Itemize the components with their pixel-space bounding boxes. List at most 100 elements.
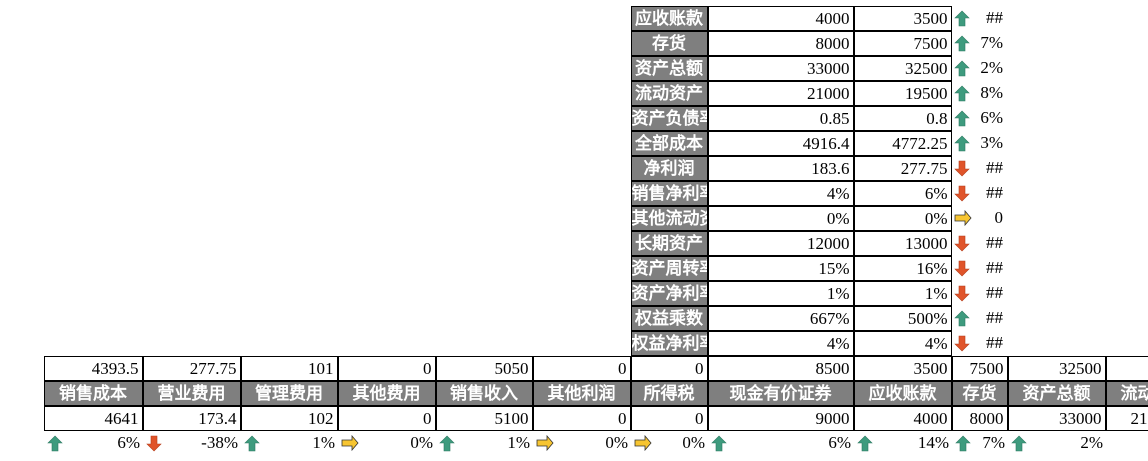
change: 6%	[980, 108, 1003, 127]
current-value: 33000	[1007, 405, 1106, 431]
current-value: 4641	[43, 405, 143, 431]
trend-arrow-up	[954, 35, 970, 52]
column-header: 所得税	[630, 380, 708, 406]
previous-value: 6%	[853, 180, 952, 206]
trend-arrow-up	[954, 10, 970, 27]
current-value: 4916.4	[707, 130, 854, 156]
previous-value: 0%	[853, 205, 952, 231]
trend-arrow-up	[47, 435, 63, 452]
trend-arrow-down	[146, 435, 162, 452]
change: 0	[994, 208, 1004, 227]
change: 0%	[605, 433, 628, 452]
previous-value: 0.8	[853, 105, 952, 131]
change: 1%	[312, 433, 335, 452]
row-label: 销售净利率	[630, 180, 708, 206]
column-header: 应收账款	[853, 380, 952, 406]
current-value: 5100	[435, 405, 533, 431]
row-label: 资产负债率	[630, 105, 708, 131]
change: 6%	[117, 433, 140, 452]
column-header: 其他利润	[532, 380, 631, 406]
trend-arrow-flat	[536, 435, 554, 452]
row-label: 资产周转率	[630, 255, 708, 281]
previous-value: 8500	[707, 355, 854, 381]
previous-value: 32500	[1007, 355, 1106, 381]
previous-value: 19500	[853, 80, 952, 106]
previous-value: 7500	[951, 355, 1008, 381]
change: 0%	[682, 433, 705, 452]
previous-value: 3500	[853, 5, 952, 31]
trend-arrow-down	[954, 160, 970, 177]
trend-arrow-up	[857, 435, 873, 452]
current-value: 8000	[707, 30, 854, 56]
previous-value: 1%	[853, 280, 952, 306]
previous-value: 277.75	[142, 355, 241, 381]
previous-value: 5050	[435, 355, 533, 381]
change: ##	[986, 333, 1003, 352]
change: ##	[986, 233, 1003, 252]
previous-value: 4772.25	[853, 130, 952, 156]
column-header: 管理费用	[240, 380, 338, 406]
current-value: 9000	[707, 405, 854, 431]
current-value: 4000	[707, 5, 854, 31]
column-header: 销售成本	[43, 380, 143, 406]
current-value: 12000	[707, 230, 854, 256]
row-label: 存货	[630, 30, 708, 56]
trend-arrow-up	[954, 85, 970, 102]
current-value: 8000	[951, 405, 1008, 431]
change: 7%	[982, 433, 1005, 452]
trend-arrow-down	[954, 335, 970, 352]
change: 2%	[980, 58, 1003, 77]
trend-arrow-flat	[341, 435, 359, 452]
current-value: 173.4	[142, 405, 241, 431]
trend-arrow-down	[954, 185, 970, 202]
row-label: 权益净利率	[630, 330, 708, 356]
current-value: 102	[240, 405, 338, 431]
row-label: 其他流动资产	[630, 205, 708, 231]
row-label: 权益乘数	[630, 305, 708, 331]
trend-arrow-up	[954, 60, 970, 77]
change: 3%	[980, 133, 1003, 152]
previous-value: 4%	[853, 330, 952, 356]
column-header: 营业费用	[142, 380, 241, 406]
row-label: 流动资产	[630, 80, 708, 106]
row-label: 净利润	[630, 155, 708, 181]
change: -38%	[201, 433, 238, 452]
current-value: 21000	[707, 80, 854, 106]
current-value: 0%	[707, 205, 854, 231]
current-value: 1%	[707, 280, 854, 306]
change: ##	[986, 308, 1003, 327]
change: ##	[986, 8, 1003, 27]
change: 6%	[828, 433, 851, 452]
column-header: 其他费用	[337, 380, 436, 406]
change: ##	[986, 283, 1003, 302]
change: 0%	[410, 433, 433, 452]
previous-value: 0	[630, 355, 708, 381]
column-header: 现金有价证券	[707, 380, 854, 406]
trend-arrow-up	[439, 435, 455, 452]
trend-arrow-up	[955, 435, 971, 452]
current-value: 4%	[707, 330, 854, 356]
trend-arrow-up	[954, 310, 970, 327]
column-header: 流动资产	[1105, 380, 1148, 406]
previous-value: 16%	[853, 255, 952, 281]
previous-value: 13000	[853, 230, 952, 256]
change: 2%	[1080, 433, 1103, 452]
row-label: 资产总额	[630, 55, 708, 81]
change: ##	[986, 183, 1003, 202]
previous-value: 277.75	[853, 155, 952, 181]
change: 1%	[507, 433, 530, 452]
current-value: 21000	[1105, 405, 1148, 431]
previous-value: 101	[240, 355, 338, 381]
trend-arrow-down	[954, 260, 970, 277]
current-value: 0.85	[707, 105, 854, 131]
trend-arrow-flat	[954, 210, 972, 227]
current-value: 4000	[853, 405, 952, 431]
previous-value: 7500	[853, 30, 952, 56]
change: 7%	[980, 33, 1003, 52]
column-header: 存货	[951, 380, 1008, 406]
row-label: 长期资产	[630, 230, 708, 256]
previous-value: 500%	[853, 305, 952, 331]
change: 8%	[980, 83, 1003, 102]
column-header: 资产总额	[1007, 380, 1106, 406]
previous-value: 3500	[853, 355, 952, 381]
